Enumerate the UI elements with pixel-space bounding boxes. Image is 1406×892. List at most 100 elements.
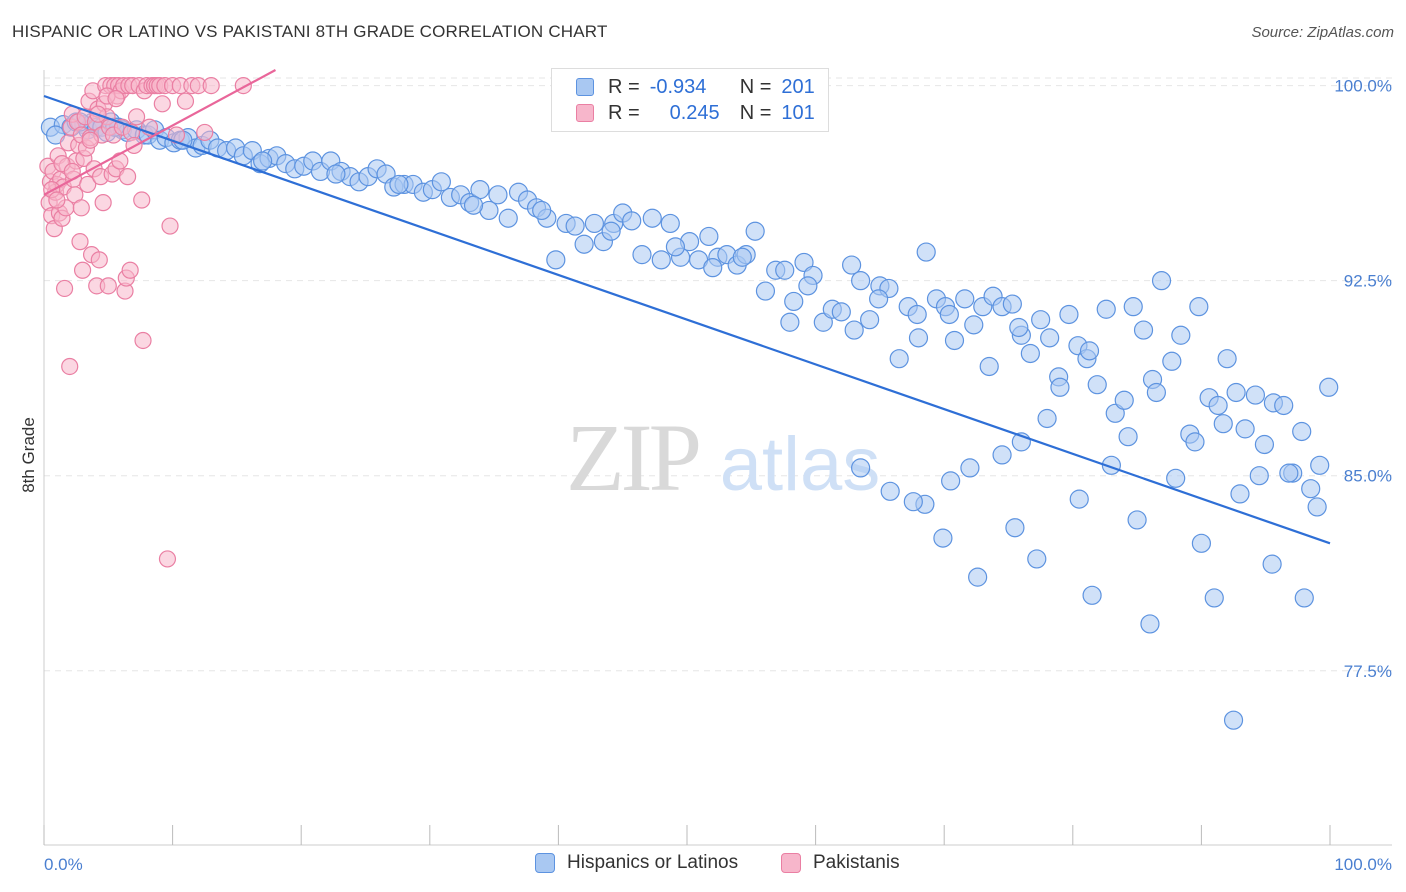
data-point xyxy=(755,281,776,301)
y-tick-label-2: 92.5% xyxy=(1344,272,1392,291)
data-point xyxy=(463,195,484,215)
data-point xyxy=(565,216,585,236)
data-point xyxy=(1069,489,1089,509)
data-point xyxy=(1191,533,1212,553)
legend-row-pakistanis: R = 0.245 N = 101 xyxy=(576,101,815,125)
data-point xyxy=(665,237,686,257)
data-point xyxy=(431,172,451,192)
legend-swatch-hispanics xyxy=(535,853,555,873)
data-point xyxy=(532,200,552,221)
data-point xyxy=(1185,432,1205,452)
data-point xyxy=(326,164,346,184)
data-point xyxy=(1031,310,1051,330)
data-point xyxy=(1310,455,1330,475)
data-point xyxy=(107,90,125,108)
data-point xyxy=(1262,554,1282,574)
hispanics-series xyxy=(40,112,1339,730)
trend-lines xyxy=(43,69,1331,545)
x-tick-labels: 0.0% 100.0% xyxy=(44,855,1392,874)
data-point xyxy=(1319,377,1339,397)
data-point xyxy=(601,221,621,241)
data-point xyxy=(784,291,804,312)
data-point xyxy=(1166,468,1186,488)
trend-line-hispanics xyxy=(43,94,1331,545)
data-point xyxy=(1002,294,1022,314)
data-point xyxy=(584,213,605,234)
data-point xyxy=(1254,434,1275,455)
data-point xyxy=(1059,304,1079,325)
legend-swatch-pink xyxy=(576,104,594,122)
data-point xyxy=(860,310,880,330)
data-point xyxy=(1245,385,1266,405)
x-tick-label-0: 0.0% xyxy=(44,855,83,874)
data-point xyxy=(118,168,137,186)
data-point xyxy=(61,357,79,376)
data-point xyxy=(79,175,97,194)
data-point xyxy=(72,199,90,217)
data-point xyxy=(1040,328,1060,348)
legend-swatch-blue xyxy=(576,78,594,96)
data-point xyxy=(933,528,953,548)
data-point xyxy=(632,245,652,265)
data-point xyxy=(992,445,1012,465)
data-point xyxy=(498,208,518,228)
data-point xyxy=(389,174,409,195)
legend-label-pakistanis: Pakistanis xyxy=(813,852,900,873)
data-point xyxy=(73,261,92,279)
pakistanis-series xyxy=(39,77,252,568)
data-point xyxy=(1294,588,1314,608)
data-point xyxy=(134,331,152,350)
legend-r-value: 0.245 xyxy=(669,101,720,124)
data-point xyxy=(1235,419,1255,439)
data-point xyxy=(1118,427,1138,447)
data-point xyxy=(1096,299,1116,319)
y-tick-label-3: 100.0% xyxy=(1334,77,1392,96)
data-point xyxy=(1050,377,1070,397)
legend-item-hispanics[interactable]: Hispanics or Latinos xyxy=(535,852,738,874)
data-point xyxy=(775,260,795,280)
data-point xyxy=(844,320,864,340)
data-point xyxy=(121,261,139,279)
y-axis-label: 8th Grade xyxy=(19,417,38,493)
data-point xyxy=(903,492,923,512)
data-point xyxy=(1114,390,1134,410)
data-point xyxy=(253,151,273,171)
data-point xyxy=(1171,325,1191,345)
data-point xyxy=(1230,484,1250,504)
trend-line-pakistanis xyxy=(43,69,277,196)
legend-r-label: R = xyxy=(608,75,640,98)
data-point xyxy=(780,312,800,332)
data-point xyxy=(1189,297,1209,317)
data-point xyxy=(642,208,662,228)
data-point xyxy=(1005,518,1025,538)
data-point xyxy=(1140,614,1160,634)
legend-label-hispanics: Hispanics or Latinos xyxy=(567,852,739,873)
data-point xyxy=(732,247,752,267)
axes xyxy=(43,70,1392,846)
data-point xyxy=(1087,375,1107,395)
legend-r-value: -0.934 xyxy=(649,75,707,98)
data-point xyxy=(1123,297,1143,317)
data-point xyxy=(813,312,833,332)
data-point xyxy=(574,234,594,254)
data-point xyxy=(176,92,195,110)
data-point xyxy=(81,131,99,149)
data-point xyxy=(71,233,89,251)
data-point xyxy=(1217,349,1237,369)
legend-n-value: 101 xyxy=(781,101,815,124)
data-point xyxy=(1037,408,1057,429)
data-point xyxy=(48,191,66,209)
y-tick-labels: 77.5% 85.0% 92.5% 100.0% xyxy=(1334,77,1392,681)
legend-row-hispanics: R = -0.934 N = 201 xyxy=(576,75,815,99)
data-point xyxy=(1307,497,1327,517)
data-point xyxy=(1274,395,1294,416)
legend-item-pakistanis[interactable]: Pakistanis xyxy=(781,852,900,874)
data-point xyxy=(699,226,719,247)
data-point xyxy=(941,471,961,491)
data-point xyxy=(1279,463,1299,483)
data-point xyxy=(45,125,66,145)
y-tick-label-1: 85.0% xyxy=(1344,467,1392,486)
correlation-legend: R = -0.934 N = 201 R = 0.245 N = 101 xyxy=(551,68,829,132)
data-point xyxy=(960,458,980,478)
